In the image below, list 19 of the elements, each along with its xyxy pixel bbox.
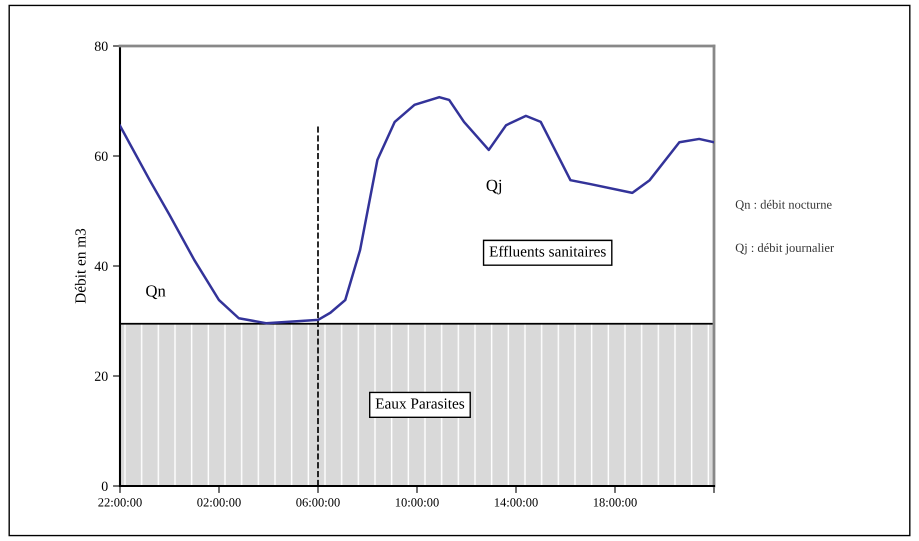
y-tick-label: 20 [94,372,108,381]
x-tick-label: 14:00:00 [494,498,538,507]
y-tick-label: 80 [94,42,108,51]
annotation: Qj [486,180,502,194]
band-label: Eaux Parasites [376,398,464,409]
y-tick-label: 40 [94,262,108,271]
x-tick-label: 06:00:00 [296,498,340,507]
x-tick-label: 18:00:00 [594,498,637,507]
text: Qn : débit nocturne [736,200,832,211]
y-tick-label: 60 [94,152,108,161]
y-axis-title: Débit en m3 [74,228,86,304]
x-tick-label: 02:00:00 [197,498,241,507]
annotation: Effluents sanitaires [489,246,606,257]
x-tick-label: 10:00:00 [396,498,439,507]
x-tick-label: 22:00:00 [98,498,142,507]
line-series [120,96,714,324]
text: Qj : débit journalier [736,243,834,255]
y-tick-label: 0 [102,482,108,491]
annotation: Qn [146,285,166,300]
